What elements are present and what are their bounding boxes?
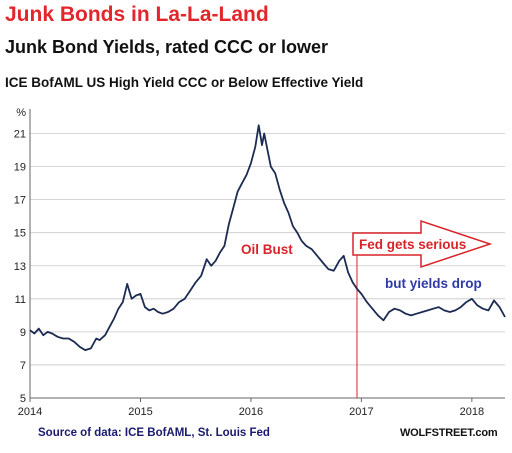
annotation-text: Oil Bust — [241, 242, 293, 257]
y-tick-label: 15 — [14, 228, 26, 240]
annotations: Oil Bust Fed gets serious but yields drop — [241, 219, 493, 291]
brand-label: WOLFSTREET.com — [400, 427, 498, 439]
x-tick-label: 2017 — [349, 406, 373, 418]
x-tick-label: 2015 — [128, 406, 152, 418]
y-tick-label: 17 — [14, 195, 26, 207]
y-tick-label: 11 — [15, 294, 26, 306]
y-tick-label: 21 — [14, 129, 26, 141]
y-tick-label: 7 — [20, 360, 26, 372]
axes — [29, 109, 505, 402]
chart-title: Junk Bonds in La-La-Land — [5, 3, 269, 26]
source-note: Source of data: ICE BofAML, St. Louis Fe… — [38, 427, 270, 439]
y-unit-label: % — [16, 107, 26, 119]
series-line — [29, 124, 506, 352]
series-title: ICE BofAML US High Yield CCC or Below Ef… — [5, 75, 364, 90]
tick-labels: 5 7 9 11 13 15 17 19 21% 2014 2015 2016 2017 2018 — [14, 107, 484, 418]
annotation-text: but yields drop — [385, 276, 482, 291]
gridlines — [30, 133, 505, 399]
y-tick-label: 5 — [20, 393, 26, 405]
annotation-text: Fed gets serious — [359, 237, 466, 252]
x-tick-label: 2016 — [239, 406, 263, 418]
x-tick-label: 2014 — [18, 406, 42, 418]
series-group — [29, 124, 506, 352]
chart-subtitle: Junk Bond Yields, rated CCC or lower — [5, 37, 329, 57]
y-tick-label: 19 — [14, 162, 26, 174]
y-tick-label: 13 — [14, 261, 26, 273]
x-tick-label: 2018 — [460, 406, 484, 418]
y-tick-label: 9 — [20, 327, 26, 339]
arrow-shape — [352, 219, 493, 269]
